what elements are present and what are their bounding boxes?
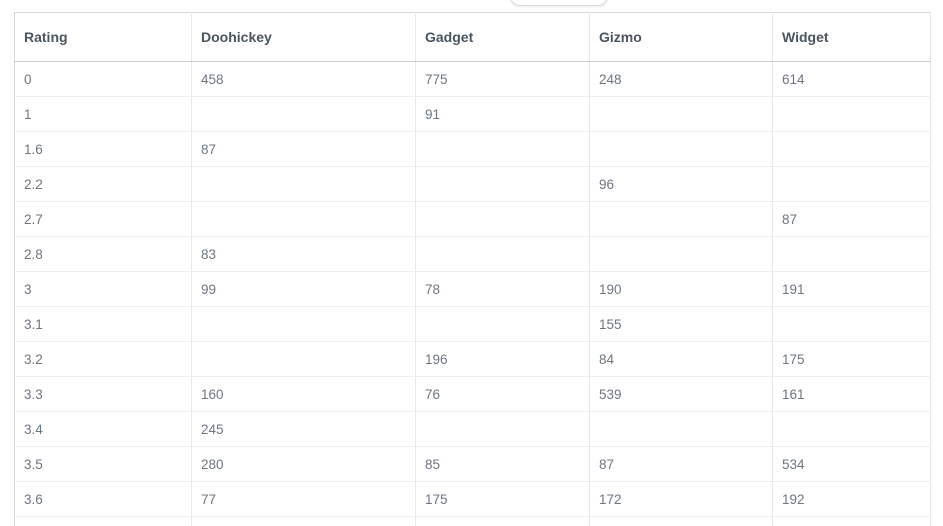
top-toggle-tab[interactable] [510,0,608,6]
table-cell [589,131,773,167]
table-cell: 85 [415,446,590,482]
table-cell: 196 [415,341,590,377]
table-row: 0 458 775 248 614 [14,61,931,97]
table-cell: 3.1 [14,306,192,342]
table-row: 2.7 87 [14,201,931,237]
table-cell [415,411,590,447]
table-cell: 3.2 [14,341,192,377]
column-header-widget[interactable]: Widget [772,12,931,62]
table-cell [191,341,416,377]
table-cell [415,306,590,342]
table-cell: 175 [772,341,931,377]
table-row: 2.2 96 [14,166,931,202]
table-cell: 172 [589,481,773,517]
table-cell [589,411,773,447]
table-cell: 83 [191,236,416,272]
column-header-gizmo[interactable]: Gizmo [589,12,773,62]
table-cell: 78 [415,271,590,307]
data-table: Rating Doohickey Gadget Gizmo Widget 0 4… [14,12,931,526]
table-cell: 2.2 [14,166,192,202]
table-cell: 3.3 [14,376,192,412]
table-cell [191,516,416,526]
table-cell [415,131,590,167]
table-row: 1 91 [14,96,931,132]
table-cell: 87 [589,446,773,482]
table-cell: 87 [772,201,931,237]
table-cell: 248 [589,61,773,97]
table-cell [772,236,931,272]
table-row: 3 99 78 190 191 [14,271,931,307]
table-cell [589,96,773,132]
table-cell [772,166,931,202]
table-cell: 280 [191,446,416,482]
table-row: 3.1 155 [14,306,931,342]
table-cell: 539 [589,376,773,412]
table-row: 3.6 77 175 172 192 [14,481,931,517]
table-row: 3.2 196 84 175 [14,341,931,377]
table-cell: 3 [14,271,192,307]
table-cell [14,516,192,526]
table-cell: 534 [772,446,931,482]
table-cell [191,96,416,132]
table-cell: 87 [191,131,416,167]
table-row [14,516,931,526]
table-cell [191,306,416,342]
table-cell: 175 [415,481,590,517]
table-cell: 3.6 [14,481,192,517]
table-cell: 614 [772,61,931,97]
table-cell: 161 [772,376,931,412]
table-cell: 1.6 [14,131,192,167]
column-header-doohickey[interactable]: Doohickey [191,12,416,62]
table-cell: 96 [589,166,773,202]
table-cell: 192 [772,481,931,517]
table-cell: 2.8 [14,236,192,272]
table-cell [589,201,773,237]
table-cell: 76 [415,376,590,412]
table-cell [191,166,416,202]
table-cell [772,516,931,526]
table-cell: 77 [191,481,416,517]
table-cell [191,201,416,237]
table-body: 0 458 775 248 614 1 91 1.6 87 [14,61,931,526]
table-cell: 191 [772,271,931,307]
table-scroll-container[interactable]: Rating Doohickey Gadget Gizmo Widget 0 4… [14,12,943,526]
table-cell [772,306,931,342]
table-cell [415,201,590,237]
table-cell [415,236,590,272]
table-cell: 84 [589,341,773,377]
table-cell [415,516,590,526]
table-row: 3.4 245 [14,411,931,447]
table-cell [589,236,773,272]
table-cell [589,516,773,526]
table-cell: 155 [589,306,773,342]
table-cell: 99 [191,271,416,307]
table-cell: 160 [191,376,416,412]
column-header-gadget[interactable]: Gadget [415,12,590,62]
column-header-rating[interactable]: Rating [14,12,192,62]
table-cell: 245 [191,411,416,447]
table-cell: 91 [415,96,590,132]
table-cell: 458 [191,61,416,97]
table-cell: 3.5 [14,446,192,482]
table-cell: 1 [14,96,192,132]
table-row: 2.8 83 [14,236,931,272]
table-cell [772,96,931,132]
table-cell: 0 [14,61,192,97]
table-header-row: Rating Doohickey Gadget Gizmo Widget [14,12,931,62]
table-row: 1.6 87 [14,131,931,167]
table-cell: 190 [589,271,773,307]
table-cell: 2.7 [14,201,192,237]
table-cell: 775 [415,61,590,97]
table-cell: 3.4 [14,411,192,447]
table-row: 3.5 280 85 87 534 [14,446,931,482]
table-cell [772,411,931,447]
table-row: 3.3 160 76 539 161 [14,376,931,412]
table-cell [415,166,590,202]
table-cell [772,131,931,167]
